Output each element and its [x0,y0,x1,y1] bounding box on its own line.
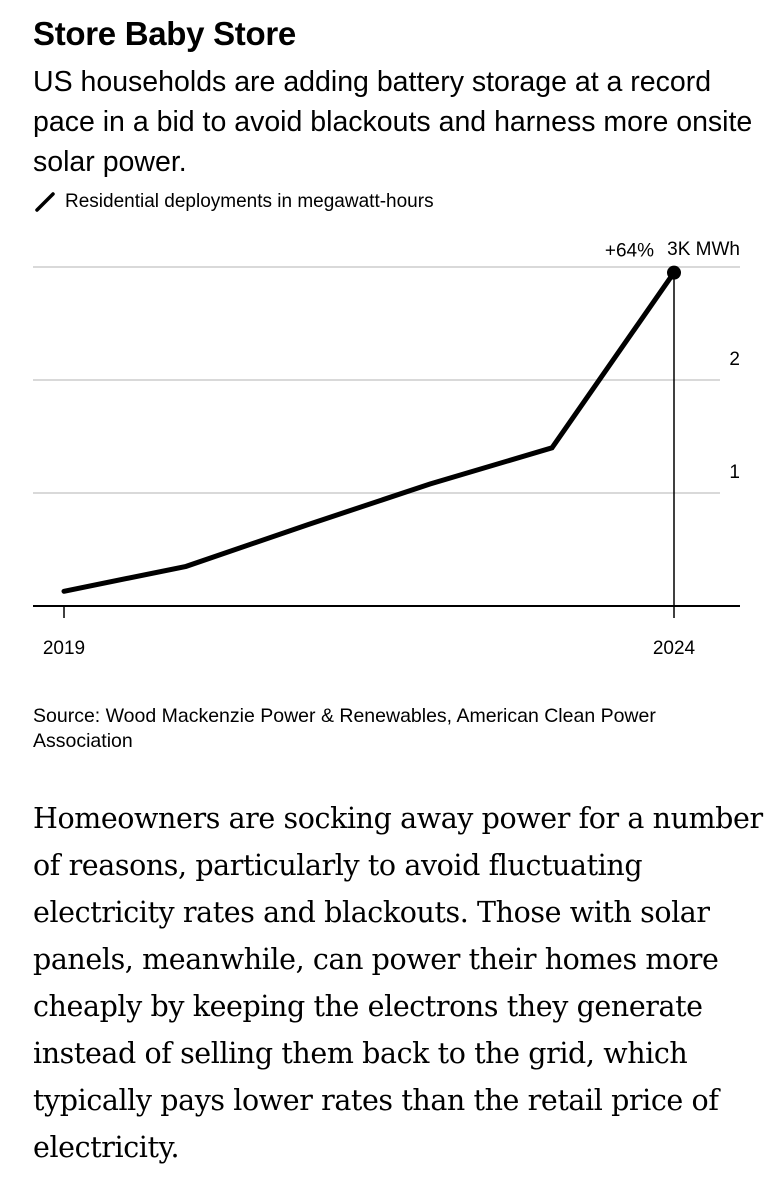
line-series-icon [35,192,55,212]
y-tick-label-1: 1 [729,462,740,483]
x-tick-label-last: 2024 [653,638,696,659]
chart-subtitle: US households are adding battery storage… [33,66,753,178]
article-paragraph: Homeowners are socking away power for a … [33,802,763,1164]
data-point-2024 [667,265,681,280]
y-tick-label-2: 2 [729,349,740,370]
chart-legend: Residential deployments in megawatt-hour… [33,189,434,215]
x-tick-label-first: 2019 [43,638,85,659]
y-tick-label-3: 3K MWh [667,239,740,260]
legend-label: Residential deployments in megawatt-hour… [65,191,434,212]
line-chart: 1 2 3K MWh 2019 2024 +64% [33,239,740,659]
chart-title: Store Baby Store [33,15,296,52]
growth-annotation: +64% [605,241,654,262]
chart-source: Source: Wood Mackenzie Power & Renewable… [33,705,656,752]
series-line [61,270,677,594]
